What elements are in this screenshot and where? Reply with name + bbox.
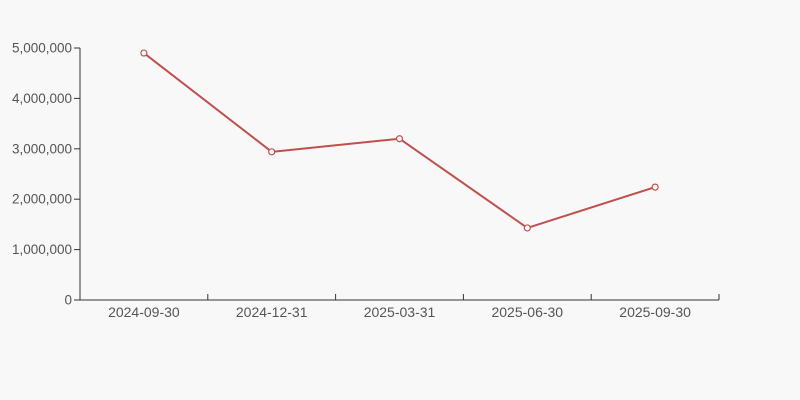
y-axis-tick-label: 5,000,000 [12,41,72,56]
y-axis-tick-label: 2,000,000 [12,192,72,207]
y-axis-tick-label: 0 [64,293,72,308]
x-axis-tick-label: 2025-03-31 [364,304,436,320]
x-axis-tick-label: 2025-06-30 [491,304,563,320]
data-point[interactable] [523,224,531,232]
y-axis-tick-label: 1,000,000 [12,242,72,257]
data-point[interactable] [395,135,404,143]
data-point[interactable] [140,49,148,57]
data-point[interactable] [268,148,276,156]
data-point[interactable] [651,183,659,191]
y-axis-tick-label: 3,000,000 [12,141,72,156]
x-axis-tick-label: 2024-12-31 [236,304,308,320]
y-axis-tick-label: 4,000,000 [12,91,72,106]
x-axis-tick-label: 2024-09-30 [108,304,180,320]
x-axis-tick-label: 2025-09-30 [619,304,691,320]
